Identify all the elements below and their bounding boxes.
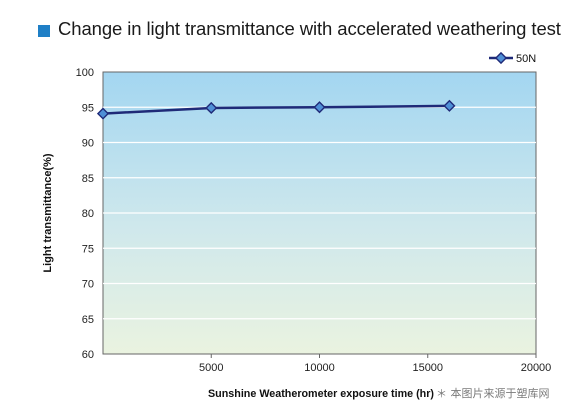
title-marker bbox=[38, 25, 50, 37]
y-axis-label: Light transmittance(%) bbox=[42, 153, 54, 273]
x-tick-label: 20000 bbox=[521, 362, 552, 374]
data-point bbox=[443, 99, 456, 112]
series-line-50n bbox=[102, 104, 450, 115]
watermark-text: ＊ 本图片来源于塑库网 bbox=[436, 386, 550, 400]
y-tick-label: 100 bbox=[76, 67, 94, 79]
y-tick-label: 65 bbox=[82, 314, 94, 326]
x-tick-label: 15000 bbox=[412, 362, 443, 374]
y-tick-label: 95 bbox=[82, 102, 94, 114]
data-point bbox=[205, 101, 218, 115]
legend: 50N bbox=[489, 51, 536, 65]
y-tick-label: 70 bbox=[82, 279, 94, 291]
y-tick-label: 80 bbox=[82, 208, 94, 220]
x-axis-label: Sunshine Weatherometer exposure time (hr… bbox=[208, 388, 434, 400]
y-tick-label: 85 bbox=[82, 173, 94, 185]
chart-title: Change in light transmittance with accel… bbox=[58, 18, 561, 39]
x-tick-label: 5000 bbox=[199, 362, 223, 374]
y-tick-label: 90 bbox=[82, 138, 94, 150]
x-tick-label: 10000 bbox=[304, 362, 335, 374]
data-point bbox=[96, 107, 110, 120]
legend-marker-50n bbox=[494, 51, 508, 65]
data-point bbox=[313, 101, 326, 114]
legend-label-50n: 50N bbox=[516, 53, 536, 65]
y-tick-label: 60 bbox=[82, 349, 94, 361]
y-tick-label: 75 bbox=[82, 243, 94, 255]
